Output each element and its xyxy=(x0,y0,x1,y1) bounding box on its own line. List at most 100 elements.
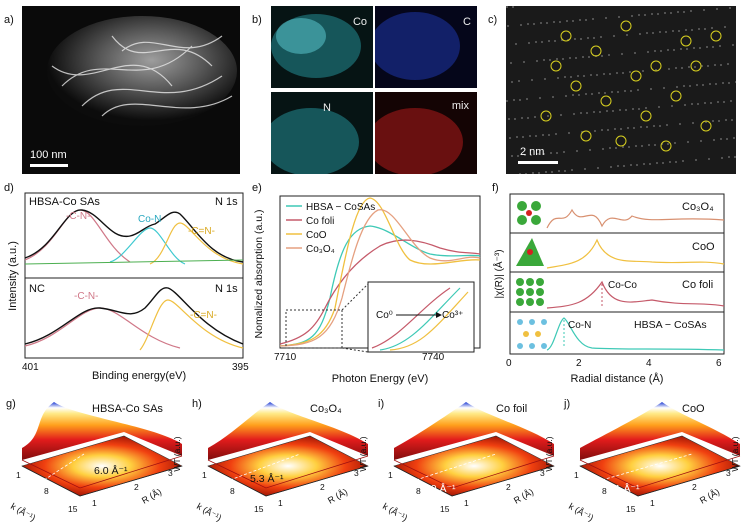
wt-rtick-i-2: 3 xyxy=(540,468,545,478)
wt-klabel-i: k (Å⁻¹) xyxy=(381,501,409,523)
panel-label-g: g) xyxy=(6,398,16,410)
xps-chart-d: HBSA-Co SAs N 1s NC N 1s -C-N- Co-N -C=N… xyxy=(7,192,249,373)
scalebar-c: 2 nm xyxy=(520,146,545,158)
wt-ktick-i-1: 8 xyxy=(416,486,421,496)
sem-image-a: 100 nm xyxy=(22,6,240,174)
peak-label-cn-top: -C-N- xyxy=(66,211,90,222)
wt-klabel-h: k (Å⁻¹) xyxy=(195,501,223,523)
wt-zlabel-h: WT (a.u.) xyxy=(358,436,368,471)
single-atom-marker xyxy=(550,60,562,72)
xlabel-d: Binding energy(eV) xyxy=(92,370,187,382)
wt-title-i: Co foil xyxy=(496,403,527,415)
annotation-coco: Co-Co xyxy=(608,280,637,291)
wt-rlabel-g: R (Å) xyxy=(140,487,163,506)
single-atom-marker xyxy=(710,30,722,42)
single-atom-marker xyxy=(590,45,602,57)
single-atom-marker xyxy=(615,135,627,147)
single-atom-marker xyxy=(600,95,612,107)
hbsa-structure-icon xyxy=(517,319,547,349)
panel-label-b: b) xyxy=(252,14,262,26)
xlabel-f: Radial distance (Å) xyxy=(571,372,664,385)
wt-rtick-h-1: 2 xyxy=(320,482,325,492)
wt-ktick-i-2: 15 xyxy=(440,504,450,514)
edge-label-top: N 1s xyxy=(215,196,238,208)
xtick-f-6: 6 xyxy=(716,358,722,369)
single-atom-marker xyxy=(540,110,552,122)
wt-klabel-g: k (Å⁻¹) xyxy=(9,501,37,523)
cofoil-structure-icon xyxy=(516,278,544,306)
exafs-chart-f: Co₃O₄ CoO Co foli HBSA − CoSAs Co-Co Co-… xyxy=(492,193,725,385)
xanes-chart-e: HBSA − CoSAs Co foli CoO Co₃O₄ Co⁰ Co³⁺ … xyxy=(253,195,481,385)
inset-from: Co⁰ xyxy=(376,310,393,321)
map-label-co: Co xyxy=(352,16,367,28)
wt-ktick-g-0: 1 xyxy=(16,470,21,480)
xtick-7710: 7710 xyxy=(274,352,297,363)
wt-rtick-i-1: 2 xyxy=(506,482,511,492)
panel-label-j: j) xyxy=(564,398,571,410)
wt-title-g: HBSA-Co SAs xyxy=(92,403,163,415)
xlabel-e: Photon Energy (eV) xyxy=(332,373,429,385)
eds-map-mix: mix xyxy=(375,92,477,174)
peak-label-ccn-top: -C=N- xyxy=(188,226,215,237)
wt-rtick-j-2: 3 xyxy=(726,468,731,478)
single-atom-marker xyxy=(640,110,652,122)
panel-label-h: h) xyxy=(192,398,202,410)
wt-ktick-g-2: 15 xyxy=(68,504,78,514)
scalebar-a: 100 nm xyxy=(30,149,67,161)
wt-zlabel-g: WT (a.u.) xyxy=(172,436,182,471)
ylabel-f: |χ(R)| (Å⁻³) xyxy=(492,249,505,298)
map-label-mix: mix xyxy=(451,100,469,112)
single-atom-marker xyxy=(680,35,692,47)
ylabel-e: Nomalized absorption (a.u.) xyxy=(253,210,265,339)
xtick-f-4: 4 xyxy=(646,358,652,369)
panel-label-e: e) xyxy=(252,182,262,194)
wt-title-h: Co₃O₄ xyxy=(310,403,342,415)
wt-ktick-i-0: 1 xyxy=(388,470,393,480)
xtick-right-d: 395 xyxy=(232,362,249,373)
wt-zlabel-i: WT (a.u.) xyxy=(544,436,554,471)
wt-kvalue-h: 5.3 Å⁻¹ xyxy=(250,472,284,485)
wt-ktick-h-1: 8 xyxy=(230,486,235,496)
wt-kvalue-g: 6.0 Å⁻¹ xyxy=(94,464,128,477)
nanofiber-texture: 100 nm xyxy=(22,6,240,174)
wt-ktick-j-2: 15 xyxy=(626,504,636,514)
peak-label-cn-bottom: -C-N- xyxy=(74,291,98,302)
single-atom-marker xyxy=(580,130,592,142)
single-atom-marker xyxy=(690,60,702,72)
wt-rtick-h-2: 3 xyxy=(354,468,359,478)
eds-map-n: N xyxy=(271,92,373,174)
peak-label-con: Co-N xyxy=(138,214,161,225)
xtick-f-2: 2 xyxy=(576,358,582,369)
wt-rlabel-j: R (Å) xyxy=(698,487,721,506)
row-label-cofoli: Co foli xyxy=(682,279,713,291)
single-atom-marker xyxy=(650,60,662,72)
wt-rtick-g-2: 3 xyxy=(168,468,173,478)
sample-label-top: HBSA-Co SAs xyxy=(29,196,100,208)
wt-kvalue-j: 7.1 Å⁻¹ xyxy=(606,482,640,495)
wt-ktick-h-2: 15 xyxy=(254,504,264,514)
haadf-image-c: 2 nm xyxy=(506,6,736,174)
map-label-n: N xyxy=(323,102,331,114)
single-atom-marker xyxy=(620,20,632,32)
wt-ktick-j-1: 8 xyxy=(602,486,607,496)
xtick-7740: 7740 xyxy=(422,352,445,363)
legend-cofoli: Co foli xyxy=(306,216,334,227)
row-label-coo: CoO xyxy=(692,241,715,253)
single-atom-marker xyxy=(670,90,682,102)
ylabel-d: Intensity (a.u.) xyxy=(7,241,19,311)
wt-rtick-i-0: 1 xyxy=(464,498,469,508)
panel-label-d: d) xyxy=(4,182,14,194)
wavelet-plot-h: Co₃O₄ 5.3 Å⁻¹ k (Å⁻¹) R (Å) WT (a.u.) 1 8 15 1 2 3 xyxy=(195,402,369,523)
map-label-c: C xyxy=(463,16,471,28)
single-atom-marker xyxy=(630,70,642,82)
panel-label-c: c) xyxy=(488,14,498,26)
coo-structure-icon xyxy=(516,238,544,266)
edge-label-bottom: N 1s xyxy=(215,283,238,295)
wt-rtick-g-1: 2 xyxy=(134,482,139,492)
wavelet-plot-j: CoO 7.1 Å⁻¹ k (Å⁻¹) R (Å) WT (a.u.) 1 8 15 1 2 3 xyxy=(567,402,741,523)
xtick-left-d: 401 xyxy=(22,362,39,373)
xtick-f-0: 0 xyxy=(506,358,512,369)
panel-label-a: a) xyxy=(4,14,14,26)
eds-map-co: Co xyxy=(271,6,373,88)
wt-rtick-g-0: 1 xyxy=(92,498,97,508)
